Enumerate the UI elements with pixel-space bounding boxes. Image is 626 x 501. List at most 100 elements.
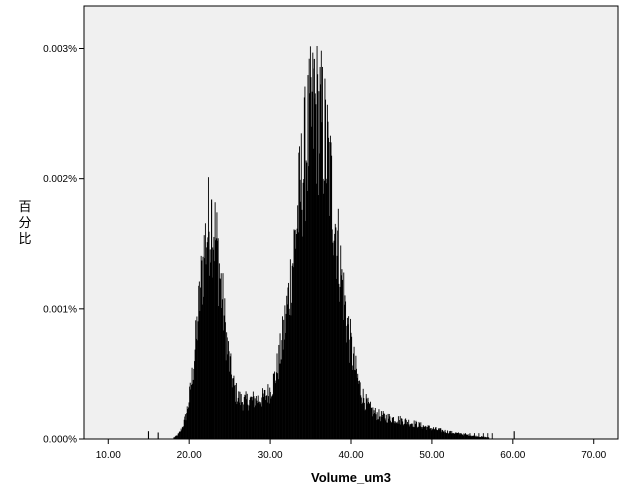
histogram-bar [362,388,364,439]
histogram-bar [174,436,176,439]
histogram-bar [289,259,291,439]
histogram-bar [198,281,200,439]
histogram-bar [200,255,202,439]
histogram-bar [203,235,205,439]
histogram-bar [454,433,456,439]
histogram-bar [441,432,442,439]
histogram-bar [290,315,292,439]
histogram-bar [276,353,278,439]
histogram-bar [243,397,245,439]
histogram-bar [321,122,323,440]
histogram-bar [336,278,337,439]
histogram-bar [382,411,384,439]
histogram-bar [212,249,214,439]
histogram-bar [388,413,390,439]
histogram-bar [212,247,214,439]
histogram-bar [417,426,419,439]
histogram-bar [343,304,345,439]
histogram-bar [246,399,248,439]
histogram-bar [266,402,268,439]
histogram-bar [445,433,447,439]
histogram-bar [200,287,201,439]
histogram-bar [468,435,470,439]
histogram-bar [211,199,213,439]
x-axis: 10.00 20.00 30.00 40.00 50.00 60.00 70.00 [96,439,607,461]
histogram-bar [228,341,229,439]
histogram-bar [415,420,417,439]
histogram-bar [215,240,217,439]
histogram-bar [448,433,450,439]
histogram-bar [229,356,231,439]
histogram-bar [453,433,455,439]
histogram-bar [402,425,404,439]
histogram-bar [306,162,308,439]
histogram-bar [367,397,369,439]
histogram-bar [346,342,348,439]
histogram-bar [369,403,371,439]
histogram-bar [267,384,269,439]
histogram-bar [323,180,325,439]
histogram-bar [259,404,261,439]
histogram-bar [288,282,289,439]
histogram-bar [177,435,178,439]
histogram-bar [486,437,488,439]
histogram-bar [478,433,480,439]
histogram-bar [279,333,281,439]
histogram-bar [371,416,373,439]
histogram-bar [485,437,487,439]
histogram-bar [236,404,238,439]
histogram-bar [206,242,208,439]
histogram-bar [456,433,458,439]
histogram-bar [351,336,353,439]
histogram-bar [209,249,211,439]
histogram-bar [201,260,203,439]
histogram-bar [241,402,243,439]
histogram-bar [216,212,218,439]
histogram-bar [361,404,363,439]
histogram-bar [457,432,459,439]
histogram-bar [192,379,194,439]
histogram-bar [184,416,186,439]
histogram-bar [471,435,473,439]
histogram-bar [398,423,400,439]
histogram-bar [241,402,243,439]
histogram-bar [194,361,195,439]
histogram-bar [292,267,294,439]
histogram-bar [324,78,326,439]
histogram-bar [188,402,190,439]
histogram-bar [382,414,384,439]
histogram-bar [474,436,476,439]
histogram-bar [193,368,195,439]
histogram-bar [442,429,444,439]
histogram-bar [258,401,260,439]
histogram-bar [325,183,327,439]
histogram-bar [434,429,436,439]
histogram-bar [482,433,484,439]
histogram-bar [289,314,291,439]
histogram-bar [419,426,421,439]
histogram-bar [412,426,414,439]
histogram-bar [175,435,177,439]
histogram-bar [310,77,312,440]
histogram-bar [424,426,425,439]
histogram-bar [387,422,388,439]
histogram-bar [451,433,453,439]
histogram-bar [377,419,379,439]
histogram-bar [370,407,372,439]
histogram-bar [189,386,191,439]
y-axis-title-char: 百 [18,199,31,214]
histogram-bar [263,397,265,439]
histogram-bar [513,431,515,439]
histogram-bar [370,401,371,439]
histogram-bar [265,400,266,439]
histogram-bar [431,428,433,439]
histogram-bar [436,429,438,439]
histogram-bar [344,295,346,439]
histogram-bar [286,295,288,439]
histogram-bar [470,435,472,439]
histogram-bar [420,422,422,439]
histogram-bar [268,403,270,439]
histogram-bar [466,434,468,439]
histogram-bar [270,398,272,439]
histogram-bar [309,93,311,439]
